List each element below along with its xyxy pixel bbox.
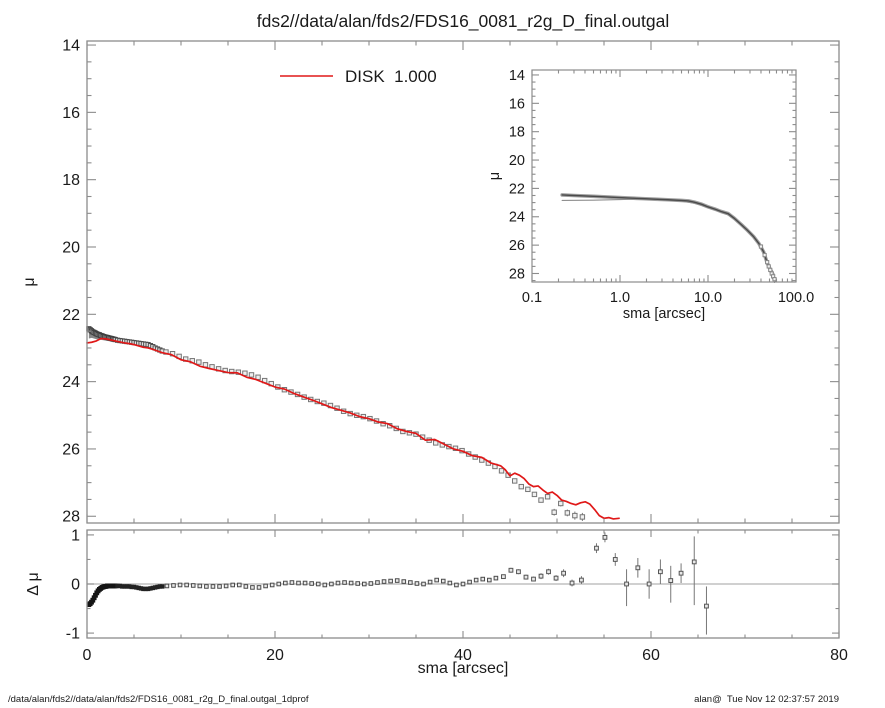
svg-text:16: 16 [509, 96, 525, 112]
main-y-axis-label: μ [21, 277, 38, 286]
series-residual-mid [115, 583, 165, 592]
inset-x-axis-label: sma [arcsec] [623, 306, 705, 322]
svg-text:0.1: 0.1 [522, 290, 542, 306]
inset-tick-labels: 0.1 1.0 10.0 100.0 14 16 18 20 22 24 26 28 [509, 68, 814, 306]
svg-text:10.0: 10.0 [694, 290, 722, 306]
inset-y-axis-label: μ [487, 172, 503, 180]
res-ticks [86, 530, 840, 638]
svg-text:100.0: 100.0 [778, 290, 814, 306]
series-profile-tail [551, 500, 586, 521]
svg-text:1.0: 1.0 [610, 290, 630, 306]
svg-text:26: 26 [509, 238, 525, 254]
svg-text:26: 26 [62, 441, 80, 458]
footer-file-path: /data/alan/fds2//data/alan/fds2/FDS16_00… [8, 694, 309, 705]
legend: DISK 1.000 [280, 67, 437, 86]
svg-text:60: 60 [642, 647, 660, 664]
svg-text:28: 28 [62, 509, 80, 526]
main-panel: 14 16 18 20 22 24 26 28 [62, 37, 840, 526]
svg-text:28: 28 [509, 266, 525, 282]
svg-text:80: 80 [830, 647, 848, 664]
svg-text:0: 0 [71, 576, 80, 593]
residual-y-axis-label: Δ μ [25, 572, 42, 595]
svg-text:24: 24 [62, 374, 80, 391]
res-series [86, 532, 840, 635]
series-residual-outer [164, 575, 499, 590]
main-tick-labels: 14 16 18 20 22 24 26 28 [62, 37, 80, 525]
svg-text:24: 24 [509, 210, 525, 226]
svg-text:22: 22 [509, 181, 525, 197]
svg-text:20: 20 [62, 239, 80, 256]
svg-text:18: 18 [62, 172, 80, 189]
series-residual-tail [501, 532, 709, 635]
svg-text:1: 1 [71, 527, 80, 544]
inset-frame [531, 69, 797, 283]
inset-series [560, 193, 777, 283]
svg-text:20: 20 [509, 153, 525, 169]
footer-user-timestamp: alan@ Tue Nov 12 02:37:57 2019 [694, 694, 839, 705]
svg-text:16: 16 [62, 105, 80, 122]
series-profile-center [561, 194, 776, 282]
plot-title: fds2//data/alan/fds2/FDS16_0081_r2g_D_fi… [257, 11, 670, 32]
svg-text:40: 40 [454, 647, 472, 664]
series-profile-envelope [560, 193, 777, 283]
svg-text:22: 22 [62, 307, 80, 324]
series-profile-core [86, 326, 118, 343]
svg-text:14: 14 [509, 68, 525, 84]
svg-text:0: 0 [83, 647, 92, 664]
main-ticks [86, 41, 840, 523]
svg-text:18: 18 [509, 125, 525, 141]
main-series [86, 326, 620, 521]
svg-text:14: 14 [62, 37, 80, 54]
series-disk-model-inset [561, 198, 775, 275]
x-axis-label: sma [arcsec] [418, 660, 509, 677]
inset-panel: 0.1 1.0 10.0 100.0 14 16 18 20 22 24 26 28 [509, 68, 814, 306]
inset-ticks [531, 70, 797, 282]
legend-label: DISK 1.000 [345, 67, 437, 86]
series-residual-core [86, 583, 118, 608]
svg-text:-1: -1 [66, 626, 80, 643]
series-profile-outer [163, 349, 551, 503]
series-disk-model [86, 337, 620, 520]
svg-text:20: 20 [266, 647, 284, 664]
